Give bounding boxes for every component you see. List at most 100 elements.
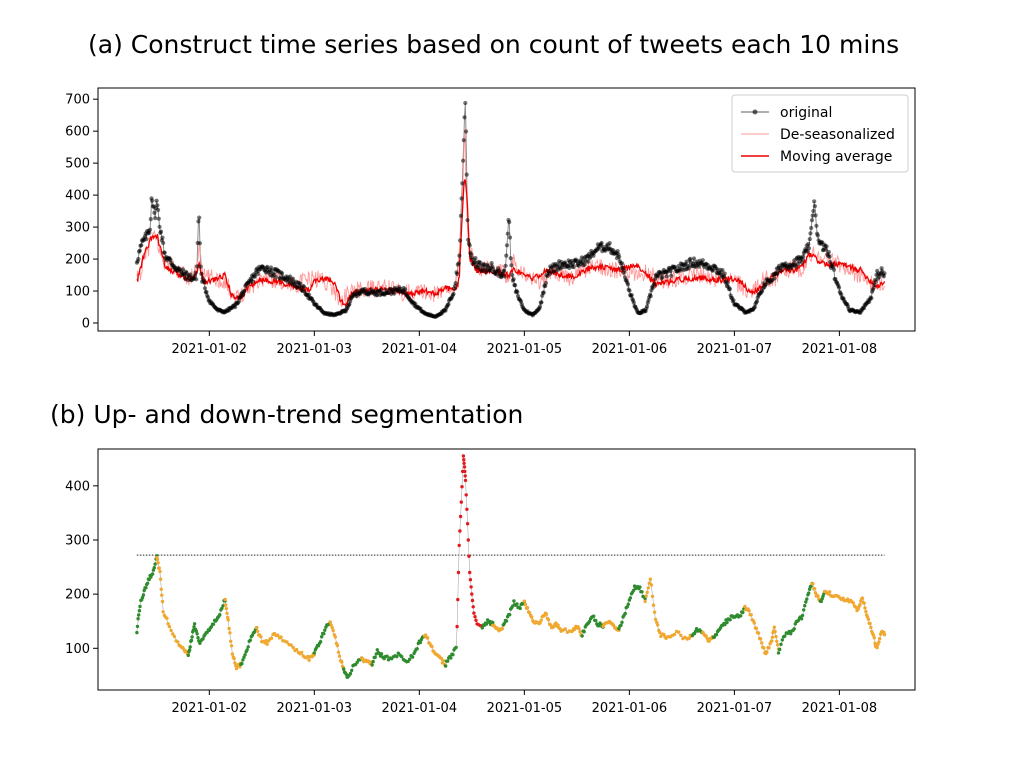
segment-down [422, 633, 448, 668]
trend-point-down [875, 645, 879, 650]
y-tick: 0 [82, 317, 98, 332]
original-point [882, 271, 887, 276]
trend-point-down [289, 643, 293, 647]
trend-point-up [619, 623, 623, 627]
trend-point-down [285, 640, 289, 644]
trend-point-down [227, 626, 231, 631]
original-point [188, 272, 193, 277]
trend-point-down [333, 635, 337, 639]
trend-point-down [340, 660, 344, 664]
trend-point-up [137, 609, 142, 613]
trend-point-up [318, 640, 323, 644]
trend-point-up [400, 654, 404, 659]
y-tick-label: 300 [65, 221, 90, 236]
original-point [515, 290, 520, 295]
trend-point-down [360, 656, 365, 661]
trend-point-up [408, 657, 412, 661]
segment-down [328, 620, 346, 672]
original-point [158, 229, 164, 234]
trend-point-down [176, 640, 180, 644]
original-point [241, 292, 246, 298]
original-point [586, 259, 591, 264]
original-point [502, 268, 507, 273]
original-point [233, 305, 238, 310]
trend-point-spike [458, 514, 463, 519]
trend-point-down [430, 644, 434, 649]
trend-point-up [186, 653, 190, 658]
trend-point-down [811, 582, 815, 586]
original-point [539, 300, 544, 305]
trend-point-up [350, 668, 354, 673]
trend-connector-line [136, 455, 885, 679]
original-point [462, 115, 467, 120]
trend-point-up [620, 620, 624, 624]
trend-point-down [864, 609, 868, 614]
original-point [307, 292, 312, 297]
trend-point-down [775, 639, 779, 643]
trend-point-up [375, 648, 379, 652]
original-point [812, 199, 817, 204]
trend-point-up [194, 629, 198, 633]
original-point [801, 254, 806, 259]
trend-point-down [160, 593, 164, 597]
x-tick: 2021-01-04 [382, 690, 458, 716]
trend-point-spike [470, 598, 475, 603]
trend-point-down [646, 586, 650, 590]
original-point [473, 256, 478, 261]
legend-item-des: De-seasonalized [741, 127, 895, 143]
trend-point-down [300, 650, 304, 655]
trend-point-up [221, 604, 225, 608]
original-point [837, 285, 842, 290]
trend-point-up [802, 608, 806, 612]
trend-point-down [337, 654, 342, 658]
trend-point-down [749, 613, 753, 617]
trend-point-down [234, 666, 239, 671]
x-tick-label: 2021-01-03 [277, 342, 353, 357]
y-tick-label: 100 [65, 642, 90, 657]
y-tick-label: 300 [65, 533, 90, 548]
original-point [811, 208, 816, 214]
original-point [465, 218, 470, 223]
trend-point-down [765, 650, 769, 654]
segment-up [186, 599, 227, 658]
legend-label: De-seasonalized [780, 127, 895, 143]
trend-point-up [725, 620, 729, 625]
segment-down [254, 626, 316, 662]
original-point [464, 172, 469, 177]
trend-point-up [201, 637, 205, 641]
original-point [290, 276, 296, 281]
original-point [617, 254, 622, 260]
original-point [460, 181, 465, 186]
original-point [513, 283, 518, 288]
trend-point-down [828, 590, 832, 594]
x-tick: 2021-01-05 [487, 690, 562, 716]
trend-point-up [800, 613, 805, 618]
trend-point-down [157, 566, 161, 570]
trend-point-down [770, 635, 775, 639]
trend-point-down [767, 646, 771, 650]
segment-down [155, 555, 190, 656]
original-point [503, 263, 508, 268]
original-point [806, 241, 811, 247]
original-point [392, 291, 397, 296]
trend-point-down [328, 620, 332, 624]
legend-item-ma: Moving average [741, 149, 892, 165]
original-point [148, 217, 153, 222]
trend-point-down [156, 561, 160, 565]
original-point [150, 198, 155, 203]
trend-point-up [379, 652, 384, 656]
x-tick-label: 2021-01-02 [172, 342, 248, 357]
trend-point-down [538, 621, 542, 625]
trend-point-up [312, 651, 316, 655]
trend-point-down [841, 596, 845, 600]
original-point [236, 299, 241, 304]
trend-point-down [578, 630, 582, 634]
original-point [700, 258, 705, 263]
x-tick-label: 2021-01-04 [382, 701, 458, 716]
original-point [511, 277, 516, 282]
trend-point-up [515, 602, 519, 606]
trend-point-down [426, 636, 430, 640]
y-tick: 100 [65, 642, 98, 657]
y-tick-label: 200 [65, 588, 90, 603]
trend-point-down [877, 640, 881, 644]
